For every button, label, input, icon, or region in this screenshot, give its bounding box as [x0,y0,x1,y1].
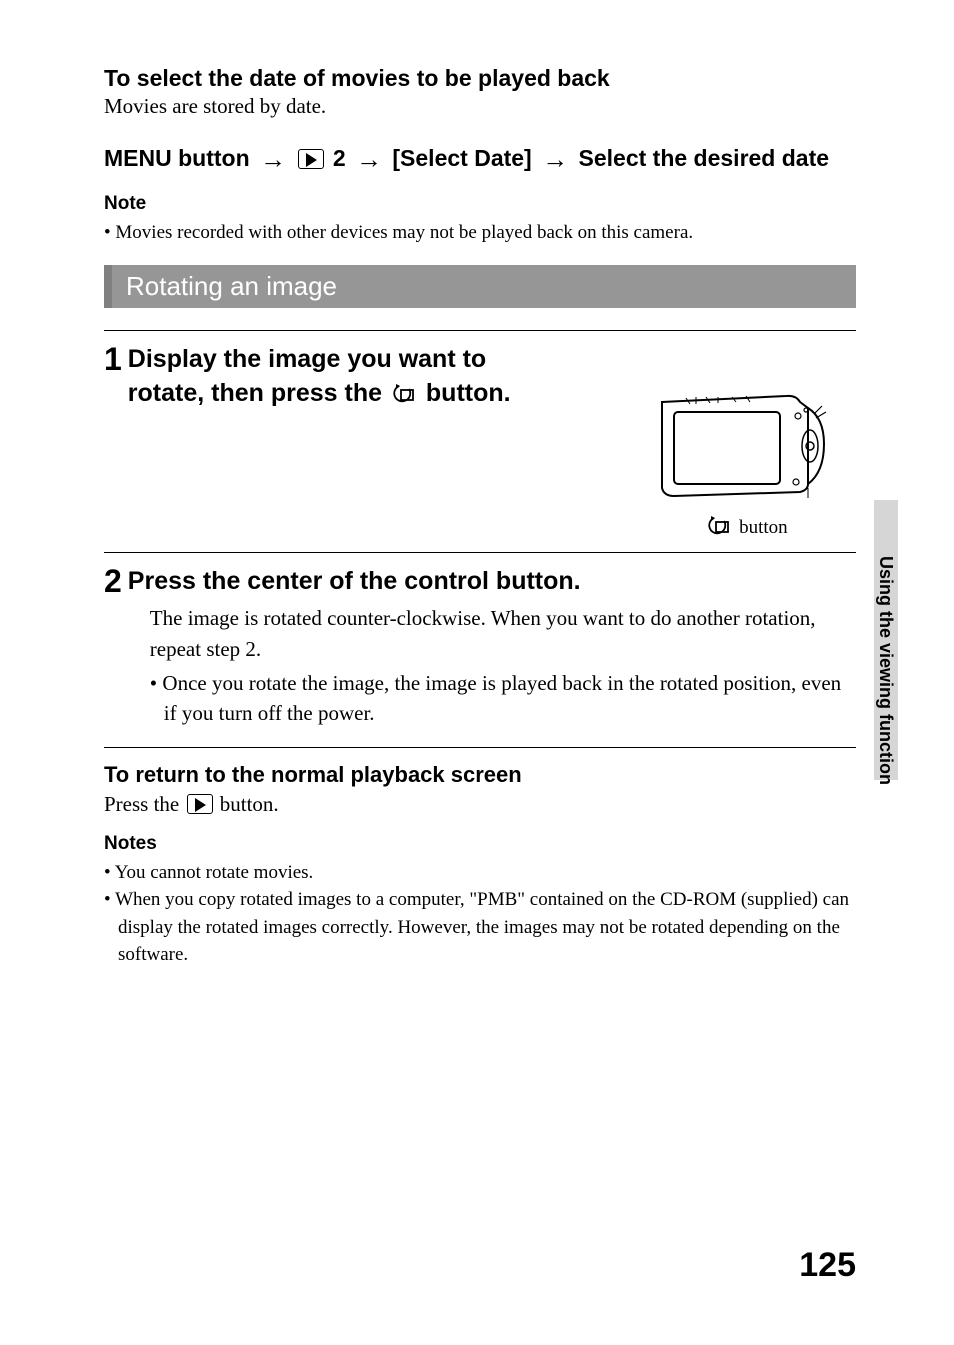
camera-caption: button [646,515,846,539]
step-2-body-text: The image is rotated counter-clockwise. … [150,603,856,664]
step-2-title: Press the center of the control button. [128,565,856,599]
body-select-date: Movies are stored by date. [104,94,856,119]
side-chapter-text: Using the viewing function [876,556,896,785]
page: To select the date of movies to be playe… [0,0,954,1345]
divider [104,552,856,553]
section-title-bar: Rotating an image [104,265,856,308]
camera-illustration: button [646,390,846,539]
camera-caption-text: button [734,517,787,538]
menu-part-4: Select the desired date [579,145,830,171]
note-list: Movies recorded with other devices may n… [104,219,856,247]
menu-part-1: MENU button [104,145,250,171]
note-item: You cannot rotate movies. [118,859,856,887]
step-2-body: The image is rotated counter-clockwise. … [128,603,856,729]
camera-svg [656,390,836,500]
note-item: Movies recorded with other devices may n… [118,219,856,247]
divider [104,747,856,748]
arrow-icon: → [256,144,290,174]
notes-heading: Notes [104,833,856,855]
step-1: 1 Display the image you want to rotate, … [104,343,564,411]
return-text-a: Press the [104,792,185,816]
heading-return: To return to the normal playback screen [104,762,856,788]
menu-path: MENU button → 2 → [Select Date] → Select… [104,137,856,177]
step-1-text-b: button. [419,379,511,407]
return-body: Press the button. [104,792,856,817]
step-2: 2 Press the center of the control button… [104,565,856,729]
page-number: 125 [799,1246,856,1285]
playback-icon [187,794,213,814]
notes-list: You cannot rotate movies. When you copy … [104,859,856,969]
menu-part-3: [Select Date] [392,145,531,171]
playback-icon [298,149,324,169]
note-item: When you copy rotated images to a comput… [118,886,856,969]
step-number: 2 [104,565,122,597]
arrow-icon: → [538,144,572,174]
return-text-b: button. [215,792,279,816]
heading-select-date: To select the date of movies to be playe… [104,65,856,92]
step-number: 1 [104,343,122,375]
arrow-icon: → [352,144,386,174]
step-2-bullet: • Once you rotate the image, the image i… [150,668,856,729]
step-1-title: Display the image you want to rotate, th… [128,343,564,411]
rotate-icon [391,381,417,403]
divider [104,330,856,331]
menu-part-2: 2 [333,145,346,171]
note-heading: Note [104,193,856,215]
step-2-bullet-text: Once you rotate the image, the image is … [162,671,841,725]
rotate-icon [706,515,732,537]
